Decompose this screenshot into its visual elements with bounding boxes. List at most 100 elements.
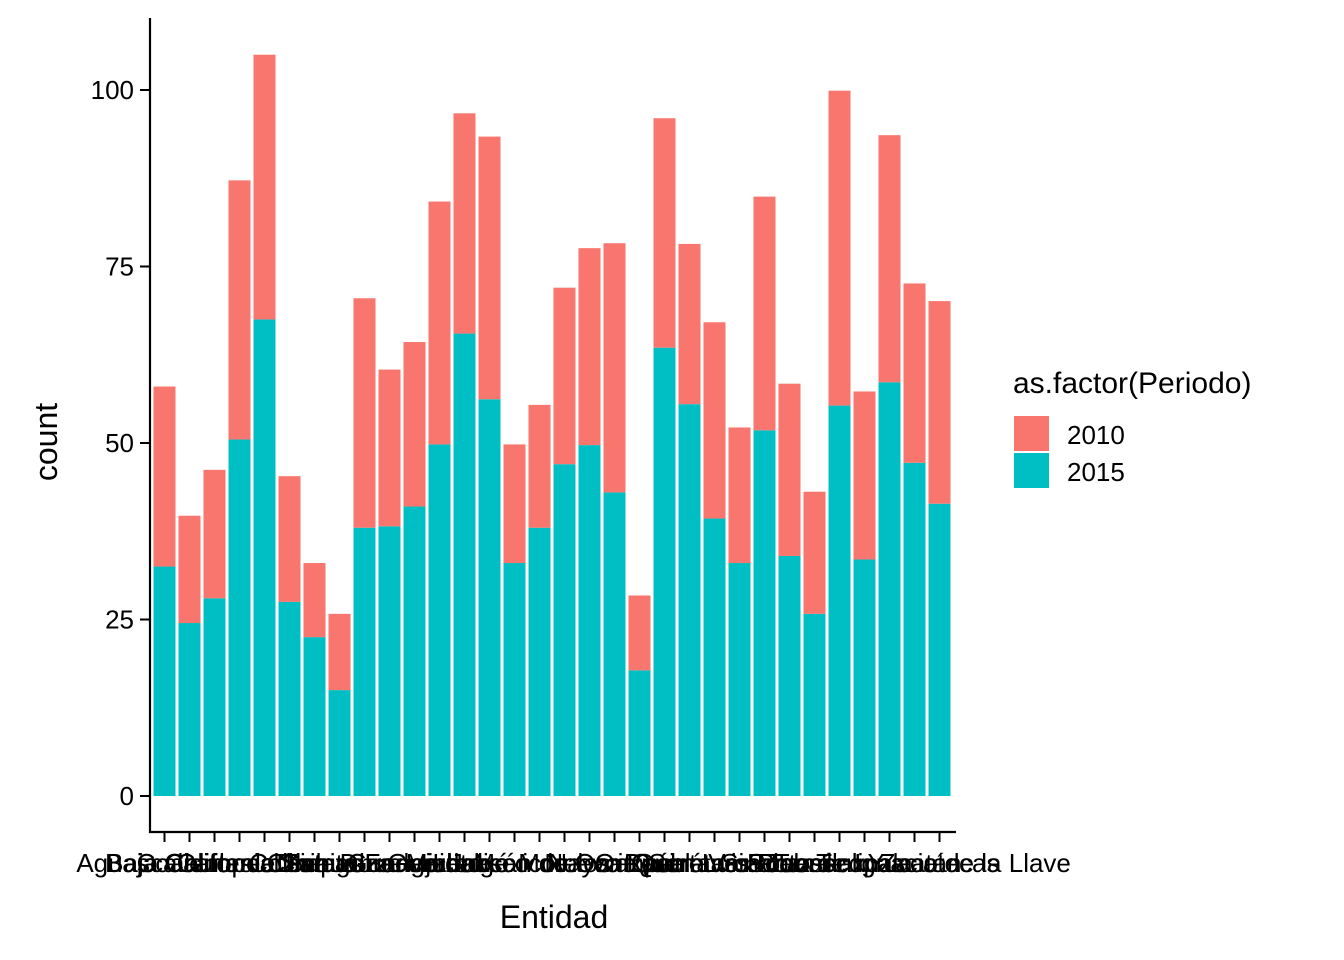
bar-2015-guanajuato: [403, 506, 426, 796]
x-tick-label-campeche: Campeche: [177, 848, 303, 878]
x-tick-label-durango: Durango: [340, 848, 440, 878]
bar-2015-mexico: [503, 563, 526, 796]
bar-2010-oaxaca: [628, 595, 651, 671]
x-tick-label-yucatan: Yucatán: [868, 848, 962, 878]
bar-2015-zacatecas: [928, 503, 951, 796]
legend-label-2015: 2015: [1067, 457, 1125, 487]
bar-2010-distrito-federal: [353, 298, 376, 528]
bar-2010-campeche: [228, 180, 251, 440]
x-tick-label-san-luis-potosi: San Luis Potosí: [648, 848, 831, 878]
bars-layer: [153, 54, 951, 796]
bar-2015-queretaro: [678, 404, 701, 796]
legend-swatch-2010: [1014, 416, 1049, 451]
x-tick-label-zacatecas: Zacatecas: [880, 848, 1000, 878]
bar-2010-sinaloa: [753, 196, 776, 431]
x-tick-label-guerrero: Guerrero: [387, 848, 491, 878]
bar-2015-baja-california: [178, 623, 201, 796]
bar-2015-oaxaca: [628, 670, 651, 796]
y-axis-title: count: [28, 403, 64, 481]
bar-2015-sonora: [778, 555, 801, 796]
bar-2015-michoacan-de-ocampo: [528, 527, 551, 796]
x-tick-label-coahuila-de-zaragoza: Coahuila de Zaragoza: [137, 848, 393, 878]
x-tick-label-sinaloa: Sinaloa: [721, 848, 808, 878]
x-tick-label-distrito-federal: Distrito Federal: [276, 848, 452, 878]
x-tick-label-aguascalientes: Aguascalientes: [76, 848, 252, 878]
bar-2015-jalisco: [478, 399, 501, 796]
bar-2015-san-luis-potosi: [728, 563, 751, 796]
bar-2015-tamaulipas: [828, 405, 851, 796]
x-tick-label-nayarit: Nayarit: [548, 848, 631, 878]
legend-label-2010: 2010: [1067, 420, 1125, 450]
bar-2010-queretaro: [678, 243, 701, 405]
bar-2015-quintana-roo: [703, 518, 726, 796]
bar-2015-guerrero: [428, 444, 451, 796]
bar-2010-nayarit: [578, 248, 601, 446]
bar-2015-nayarit: [578, 445, 601, 796]
y-tick-label-0: 0: [120, 781, 134, 811]
bar-2010-aguascalientes: [153, 386, 176, 567]
bar-2010-quintana-roo: [703, 322, 726, 519]
bar-2015-tabasco: [803, 613, 826, 796]
bar-2015-distrito-federal: [353, 527, 376, 796]
legend: as.factor(Periodo) 2010 2015: [1013, 367, 1251, 488]
legend-swatch-2015: [1014, 453, 1049, 488]
bar-2015-hidalgo: [453, 333, 476, 796]
bar-2010-sonora: [778, 383, 801, 556]
x-tick-label-oaxaca: Oaxaca: [595, 848, 685, 878]
bar-2015-chihuahua: [328, 690, 351, 796]
legend-title: as.factor(Periodo): [1013, 367, 1251, 400]
x-tick-label-morelos: Morelos: [518, 848, 610, 878]
bar-2015-campeche: [228, 439, 251, 796]
x-tick-label-queretaro: Querétaro: [631, 848, 748, 878]
x-tick-label-puebla: Puebla: [624, 848, 705, 878]
x-tick-label-tamaulipas: Tamaulipas: [774, 848, 906, 878]
bar-2015-veracruz-de-ignacio-de-la-llave: [878, 382, 901, 796]
bar-2015-morelos: [553, 464, 576, 796]
bar-2010-tabasco: [803, 491, 826, 614]
bar-2010-baja-california: [178, 515, 201, 624]
bar-2010-yucatan: [903, 283, 926, 463]
x-tick-label-jalisco: Jalisco: [450, 848, 529, 878]
x-tick-label-baja-california: Baja California: [105, 848, 275, 878]
x-axis-title: Entidad: [500, 899, 609, 935]
bar-2010-durango: [378, 369, 401, 527]
y-tick-label-100: 100: [91, 75, 134, 105]
bar-2010-veracruz-de-ignacio-de-la-llave: [878, 135, 901, 383]
y-tick-label-75: 75: [105, 252, 134, 282]
bar-2010-nuevo-leon: [603, 243, 626, 493]
bar-2010-san-luis-potosi: [728, 427, 751, 564]
bar-2010-puebla: [653, 118, 676, 348]
x-tick-label-tabasco: Tabasco: [766, 848, 863, 878]
bar-2015-nuevo-leon: [603, 492, 626, 796]
x-tick-label-baja-california-sur: Baja California Sur: [106, 848, 323, 878]
bar-2010-morelos: [553, 287, 576, 465]
x-tick-label-chiapas: Chiapas: [267, 848, 362, 878]
bar-2010-zacatecas: [928, 301, 951, 504]
x-tick-label-veracruz-de-ignacio-de-la-llave: Veracruz de Ignacio de la Llave: [708, 848, 1071, 878]
x-tick-label-tlaxcala: Tlaxcala: [816, 848, 913, 878]
bar-2010-baja-california-sur: [203, 469, 226, 599]
bar-2010-colima: [278, 476, 301, 602]
bar-2010-tamaulipas: [828, 90, 851, 406]
bar-2015-aguascalientes: [153, 566, 176, 796]
bar-2015-coahuila-de-zaragoza: [253, 319, 276, 796]
y-tick-label-50: 50: [105, 428, 134, 458]
y-tick-label-25: 25: [105, 605, 134, 635]
bar-2015-puebla: [653, 347, 676, 796]
bar-2010-hidalgo: [453, 113, 476, 334]
bar-2010-tlaxcala: [853, 391, 876, 560]
bar-2010-jalisco: [478, 136, 501, 400]
bar-2010-mexico: [503, 444, 526, 564]
x-tick-label-nuevo-leon: Nuevo León: [544, 848, 684, 878]
x-tick-label-michoacan-de-ocampo: Michoacán de Ocampo: [406, 848, 673, 878]
x-tick-label-mexico: México: [473, 848, 555, 878]
x-tick-label-hidalgo: Hidalgo: [420, 848, 508, 878]
bar-2010-guanajuato: [403, 342, 426, 507]
bar-2015-yucatan: [903, 462, 926, 796]
bar-2015-colima: [278, 601, 301, 796]
bar-2015-chiapas: [303, 637, 326, 796]
bar-2015-baja-california-sur: [203, 598, 226, 796]
bar-2010-michoacan-de-ocampo: [528, 404, 551, 528]
